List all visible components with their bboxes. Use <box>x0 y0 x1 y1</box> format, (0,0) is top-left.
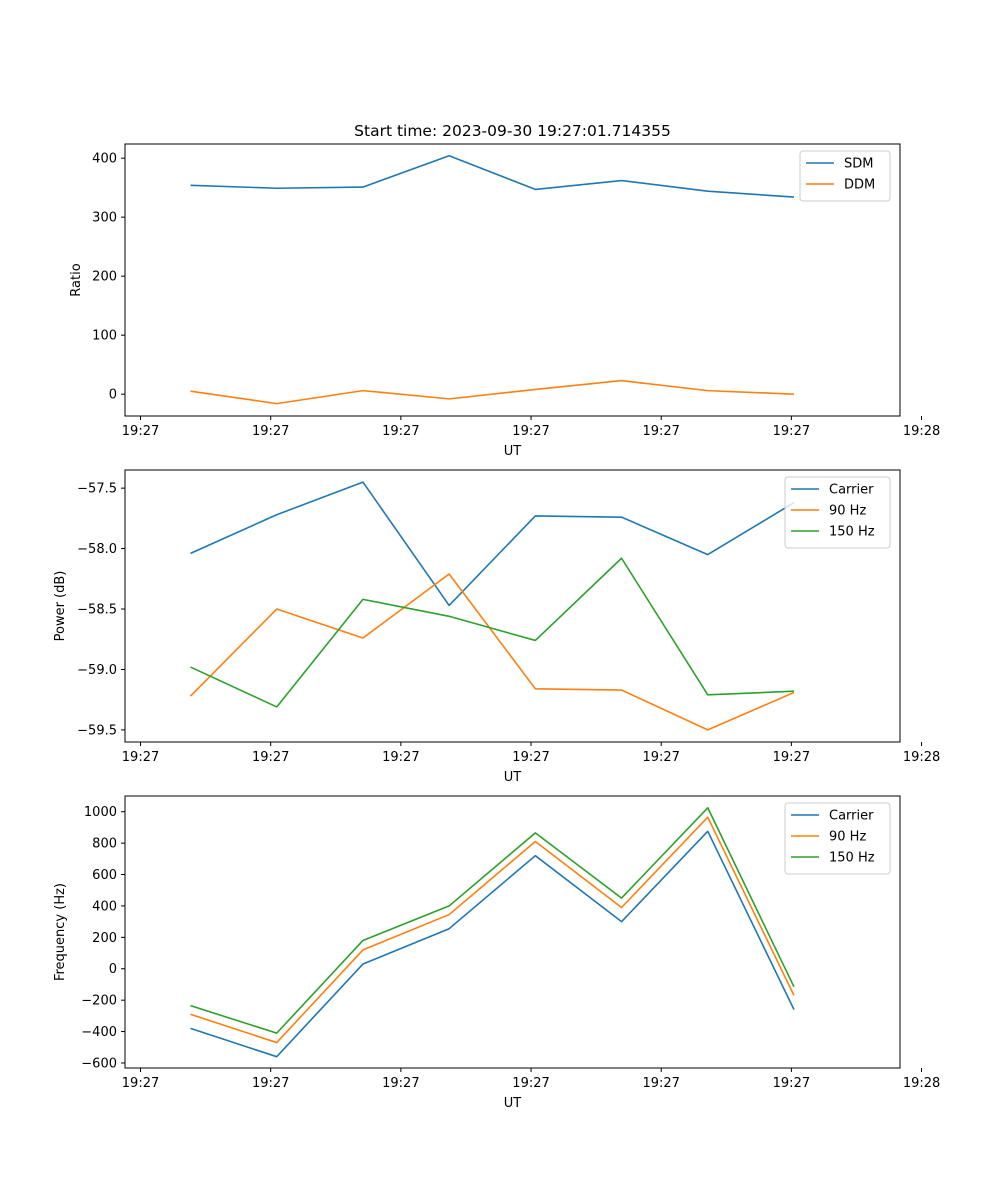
legend-label: DDM <box>844 178 875 193</box>
legend: Carrier 90 Hz 150 Hz <box>784 802 891 875</box>
x-tick-label: 19:27 <box>382 750 419 765</box>
series-line-carrier <box>190 830 795 1058</box>
x-tick-label: 19:27 <box>512 1076 549 1091</box>
legend-label: 90 Hz <box>829 504 866 519</box>
y-tick-label: 0 <box>109 962 117 977</box>
y-tick-label: −57.5 <box>77 482 117 497</box>
x-tick-label: 19:27 <box>252 750 289 765</box>
series-line-150-hz <box>190 806 795 1034</box>
y-tick-label: −400 <box>81 1025 117 1040</box>
y-tick-label: −59.0 <box>77 663 117 678</box>
y-tick-label: −600 <box>81 1056 117 1071</box>
series-line-150-hz <box>190 557 795 708</box>
x-tick-label: 19:27 <box>382 1076 419 1091</box>
y-tick-label: 300 <box>92 211 117 226</box>
legend-label: 90 Hz <box>829 830 866 845</box>
x-tick-label: 19:27 <box>122 424 159 439</box>
series-line-ddm <box>190 379 795 405</box>
x-tick-label: 19:27 <box>512 424 549 439</box>
y-tick-label: 600 <box>92 868 117 883</box>
x-tick-label: 19:27 <box>122 750 159 765</box>
x-tick-label: 19:27 <box>642 1076 679 1091</box>
y-tick-label: 1000 <box>84 805 117 820</box>
series-line-90-hz <box>190 816 795 1044</box>
y-tick-label: 800 <box>92 837 117 852</box>
axes-frame <box>124 143 901 417</box>
series-line-sdm <box>190 155 795 198</box>
y-axis-label: Ratio <box>69 263 84 296</box>
legend-label: 150 Hz <box>829 851 875 866</box>
x-tick-label: 19:27 <box>252 424 289 439</box>
subplot-1: 19:27 19:27 19:27 19:27 19:27 19:27 19:28 0 100 2… <box>69 143 940 459</box>
y-tick-label: 200 <box>92 270 117 285</box>
y-tick-label: 400 <box>92 899 117 914</box>
legend: Carrier 90 Hz 150 Hz <box>784 476 891 549</box>
series-line-carrier <box>190 481 795 607</box>
y-tick-label: 100 <box>92 329 117 344</box>
axes-frame <box>124 469 901 743</box>
x-tick-label: 19:27 <box>773 1076 810 1091</box>
y-tick-label: −59.5 <box>77 723 117 738</box>
y-axis-label: Frequency (Hz) <box>53 883 68 981</box>
legend-label: SDM <box>844 157 873 172</box>
legend-label: 150 Hz <box>829 525 875 540</box>
x-tick-label: 19:27 <box>773 424 810 439</box>
x-tick-label: 19:27 <box>773 750 810 765</box>
x-tick-label: 19:28 <box>903 424 940 439</box>
series-line-90-hz <box>189 573 795 731</box>
y-tick-label: −58.0 <box>77 542 117 557</box>
subplot-2: 19:27 19:27 19:27 19:27 19:27 19:27 19:28 −57.5… <box>53 469 940 785</box>
legend-label: Carrier <box>829 809 874 824</box>
y-tick-label: 200 <box>92 931 117 946</box>
x-tick-label: 19:27 <box>642 424 679 439</box>
y-tick-label: −58.5 <box>77 603 117 618</box>
x-tick-label: 19:27 <box>122 1076 159 1091</box>
legend-label: Carrier <box>829 483 874 498</box>
legend: SDM DDM <box>799 150 891 202</box>
subplot-3: 19:27 19:27 19:27 19:27 19:27 19:27 19:28 1000 8… <box>53 795 940 1111</box>
x-tick-label: 19:27 <box>642 750 679 765</box>
x-axis-label: UT <box>504 770 522 785</box>
x-tick-label: 19:27 <box>382 424 419 439</box>
x-axis-label: UT <box>504 444 522 459</box>
y-tick-label: −200 <box>81 994 117 1009</box>
x-tick-label: 19:28 <box>903 750 940 765</box>
y-tick-label: 400 <box>92 152 117 167</box>
x-tick-label: 19:27 <box>512 750 549 765</box>
plots: 19:27 19:27 19:27 19:27 19:27 19:27 19:28 0 100 2… <box>53 143 940 1111</box>
x-tick-label: 19:27 <box>252 1076 289 1091</box>
x-axis-label: UT <box>504 1096 522 1111</box>
chart-title: Start time: 2023-09-30 19:27:01.714355 <box>354 122 671 140</box>
y-axis-label: Power (dB) <box>53 571 68 642</box>
y-tick-label: 0 <box>109 388 117 403</box>
axes-frame <box>124 795 901 1069</box>
x-tick-label: 19:28 <box>903 1076 940 1091</box>
